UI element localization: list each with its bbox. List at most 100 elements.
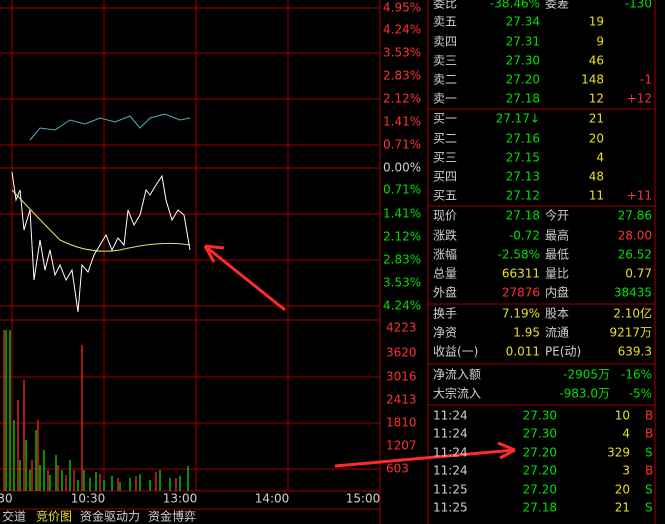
flow-cell: 净流入额	[433, 368, 481, 382]
annotation-arrow	[334, 441, 516, 468]
quote-cell: 27.86	[618, 209, 652, 223]
time-axis-label: 30	[0, 492, 13, 506]
trade-cell: 11:24	[433, 464, 468, 478]
quote-cell: -0.72	[509, 229, 540, 243]
order-book-header: -130	[625, 0, 652, 11]
fundamental-cell: 换手	[433, 307, 457, 321]
price-axis-label: 3.53%	[383, 276, 421, 290]
quote-cell: 27.18	[506, 209, 540, 223]
flow-cell: -5%	[629, 387, 652, 401]
order-book-cell: 19	[589, 15, 604, 29]
order-book-cell: 21	[589, 112, 604, 126]
tab[interactable]: 资金博弈	[148, 509, 196, 524]
flow-cell: 大宗流入	[433, 386, 481, 401]
time-axis-label: 10:30	[71, 492, 106, 506]
order-book-cell: 20	[589, 132, 604, 146]
annotation-arrow	[203, 244, 286, 312]
volume-axis-label: 1207	[386, 439, 417, 453]
price-axis-label: 4.24%	[383, 299, 421, 313]
price-line	[11, 171, 191, 313]
fundamental-cell: 9217万	[609, 326, 652, 340]
quote-cell: 最低	[545, 248, 569, 262]
price-axis-label: 1.41%	[383, 115, 421, 129]
quote-cell: 26.52	[618, 248, 652, 262]
order-book-cell: -1	[640, 73, 652, 87]
order-book-header: -38.46%	[490, 0, 540, 11]
quote-cell: 最高	[545, 228, 569, 243]
order-book-cell: 卖四	[433, 35, 457, 49]
volume-axis-label: 603	[386, 462, 409, 476]
fundamental-cell: 2.10亿	[613, 306, 652, 321]
order-book-cell: 27.31	[506, 35, 540, 49]
tab[interactable]: 资金驱动力	[80, 509, 140, 524]
price-axis-label: 2.12%	[383, 92, 421, 106]
volume-axis-label: 2413	[386, 393, 417, 407]
trade-cell: 27.20	[523, 464, 557, 478]
order-book-cell: 27.34	[506, 15, 540, 29]
order-book-header: 委比	[433, 0, 457, 11]
quote-cell: 0.77	[625, 267, 652, 281]
order-book-cell: 27.15	[506, 151, 540, 165]
price-axis-label: 2.83%	[383, 69, 421, 83]
order-book-cell: 48	[589, 170, 604, 184]
quote-cell: 量比	[545, 267, 569, 281]
trade-cell: 11:24	[433, 446, 468, 460]
fundamental-cell: 流通	[545, 326, 569, 340]
order-book-cell: +11	[627, 189, 652, 203]
order-book-cell: 27.12	[506, 189, 540, 203]
fundamental-cell: 1.95	[513, 326, 540, 340]
order-book-cell: 12	[589, 92, 604, 106]
quote-cell: 27876	[502, 286, 540, 300]
fundamental-cell: 收益(一)	[433, 345, 478, 359]
quote-cell: 总量	[433, 267, 457, 281]
price-axis-label: 0.71%	[383, 138, 421, 152]
tab[interactable]: 竞价图	[36, 510, 72, 524]
trade-cell: 11:24	[433, 409, 468, 423]
trade-cell: 3	[622, 464, 630, 478]
volume-axis-label: 3016	[386, 370, 417, 384]
order-book-cell: 卖二	[433, 73, 457, 87]
trade-cell: 329	[607, 446, 630, 460]
time-axis-label: 15:00	[346, 492, 381, 506]
volume-axis-label: 4223	[386, 321, 417, 335]
order-book-cell: 11	[589, 189, 604, 203]
quote-cell: 28.00	[618, 229, 652, 243]
order-book-cell: 27.30	[506, 54, 540, 68]
time-axis-label: 13:00	[163, 492, 198, 506]
trade-cell: 27.30	[523, 427, 557, 441]
volume-axis-label: 3620	[386, 346, 417, 360]
price-axis-label: 2.12%	[383, 230, 421, 244]
price-axis-label: 0.00%	[383, 161, 421, 175]
order-book-cell: 买四	[433, 170, 457, 184]
order-book-cell: 27.18	[506, 92, 540, 106]
order-book-cell: 买三	[433, 151, 457, 165]
flow-cell: -983.0万	[559, 387, 610, 401]
index-line	[29, 113, 191, 141]
trade-cell: B	[645, 427, 653, 441]
tab[interactable]: 交道	[2, 509, 26, 524]
order-book-cell: 27.20	[506, 73, 540, 87]
trade-cell: S	[645, 446, 653, 460]
trade-cell: 20	[615, 483, 630, 497]
order-book-cell: 卖五	[433, 15, 457, 29]
trade-cell: 27.20	[523, 483, 557, 497]
trade-cell: 10	[615, 409, 630, 423]
fundamental-cell: 净资	[433, 326, 457, 340]
fundamental-cell: 639.3	[618, 345, 652, 359]
trade-cell: 27.18	[523, 501, 557, 515]
trade-cell: S	[645, 483, 653, 497]
trade-cell: 27.30	[523, 409, 557, 423]
quote-cell: 外盘	[433, 285, 457, 300]
order-book-cell: 27.13	[506, 170, 540, 184]
volume-axis-label: 1810	[386, 416, 417, 430]
order-book-cell: 4	[596, 151, 604, 165]
volume-bars-green	[5, 330, 189, 491]
price-axis-label: 4.95%	[383, 1, 421, 15]
quote-cell: 内盘	[545, 285, 569, 300]
order-book-cell: 46	[589, 54, 604, 68]
price-axis-label: 3.53%	[383, 46, 421, 60]
trade-cell: 11:25	[433, 501, 468, 515]
